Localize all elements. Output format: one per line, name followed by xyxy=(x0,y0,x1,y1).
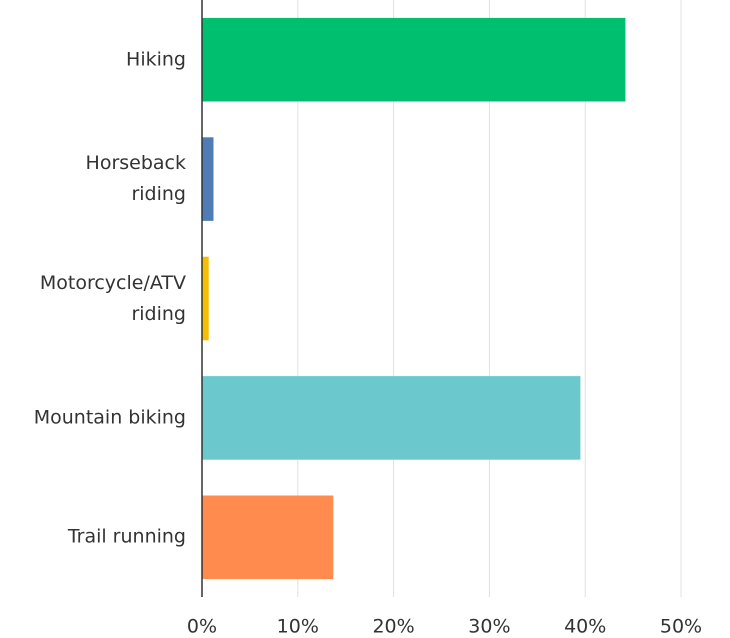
x-tick-label: 30% xyxy=(468,616,510,638)
bar xyxy=(202,376,581,460)
bar xyxy=(202,17,626,102)
y-tick-label: Mountain biking xyxy=(33,406,186,429)
y-tick-label: Trail running xyxy=(67,525,186,548)
y-tick-label: Hiking xyxy=(126,48,186,71)
x-tick-label: 0% xyxy=(187,616,217,638)
y-tick-label: Motorcycle/ATV riding xyxy=(39,271,186,325)
bar xyxy=(202,256,209,341)
bar xyxy=(202,137,214,221)
y-tick-label: Horseback riding xyxy=(85,152,186,206)
x-tick-label: 10% xyxy=(277,616,319,638)
x-tick-label: 20% xyxy=(372,616,414,638)
x-tick-label: 40% xyxy=(564,616,606,638)
x-tick-label: 50% xyxy=(660,616,702,638)
bar xyxy=(202,495,334,580)
